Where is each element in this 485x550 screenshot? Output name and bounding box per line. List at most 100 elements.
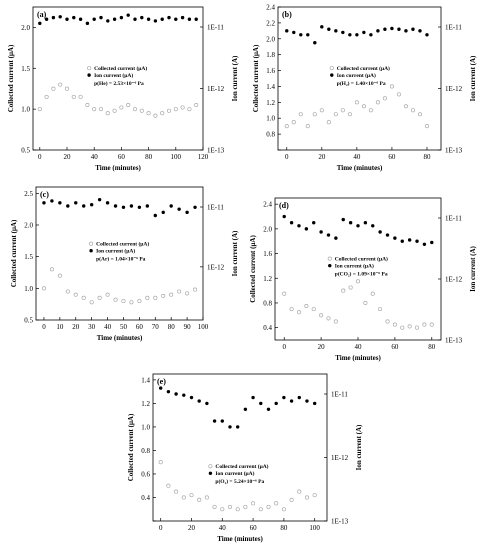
y2-tick-label: 1E-13 — [445, 337, 463, 345]
data-point-collected — [382, 96, 387, 101]
y-tick-label: 0.5 — [24, 317, 33, 325]
data-point-ion — [243, 407, 248, 411]
data-point-ion — [319, 230, 323, 234]
x-tick-label: 90 — [184, 323, 192, 331]
panel-label: (a) — [37, 10, 47, 19]
y2-tick-label: 1E-12 — [445, 85, 463, 93]
data-point-collected — [85, 103, 90, 108]
y2-tick-label: 1E-11 — [207, 24, 224, 32]
x-tick-label: 20 — [318, 343, 326, 351]
legend-marker — [87, 66, 92, 71]
plot-frame — [32, 6, 204, 151]
data-point-ion — [289, 220, 294, 225]
data-point-collected — [146, 111, 151, 116]
data-point-ion — [362, 30, 366, 35]
data-point-collected — [361, 104, 366, 109]
y-tick-label: 2.0 — [263, 225, 272, 233]
legend-entry: Collected current (μA) — [335, 255, 388, 262]
data-point-collected — [258, 507, 263, 512]
data-point-ion — [66, 204, 70, 208]
data-point-ion — [411, 27, 415, 31]
data-point-collected — [126, 103, 131, 108]
x-axis-label: Time (minutes) — [217, 535, 263, 543]
y-tick-label: 1.2 — [141, 400, 150, 408]
data-point-ion — [430, 240, 434, 245]
data-point-ion — [92, 17, 96, 21]
plot-frame — [152, 373, 328, 522]
data-point-collected — [235, 507, 240, 512]
data-point-collected — [403, 104, 408, 109]
data-point-collected — [354, 100, 359, 105]
data-point-collected — [92, 107, 97, 112]
data-point-collected — [304, 495, 310, 500]
x-tick-label: 40 — [219, 524, 227, 532]
data-point-collected — [97, 295, 102, 300]
data-point-ion — [327, 27, 331, 31]
y-tick-label: 1.4 — [141, 376, 150, 384]
data-point-ion — [251, 395, 255, 400]
data-point-collected — [57, 273, 62, 278]
x-tick-label: 40 — [355, 343, 363, 351]
x-tick-label: 20 — [72, 323, 80, 331]
data-point-collected — [187, 107, 192, 112]
data-point-collected — [44, 94, 49, 99]
data-point-ion — [404, 29, 408, 33]
data-point-collected — [137, 298, 142, 304]
data-point-ion — [129, 204, 134, 208]
data-point-ion — [166, 389, 171, 394]
data-point-collected — [340, 108, 345, 113]
data-point-ion — [259, 401, 263, 406]
y2-tick-label: 1E-12 — [207, 85, 225, 93]
data-point-ion — [140, 15, 144, 20]
data-point-collected — [197, 497, 202, 502]
data-point-collected — [78, 94, 83, 99]
data-point-ion — [297, 395, 301, 400]
legend-entry: Ion current (μA) — [215, 470, 254, 477]
legend-entry: Collected current (μA) — [215, 463, 268, 470]
data-point-ion — [193, 205, 197, 209]
data-point-ion — [356, 224, 360, 228]
legend-marker — [87, 73, 91, 77]
x-axis-label: Time (minutes) — [97, 334, 143, 342]
y2-tick-label: 1E-11 — [445, 24, 462, 32]
data-point-collected — [282, 291, 287, 296]
x-tick-label: 20 — [318, 153, 326, 161]
data-point-ion — [145, 204, 150, 208]
legend-entry: Ion current (μA) — [94, 72, 133, 79]
y-tick-label: 1.2 — [266, 99, 275, 107]
data-point-collected — [212, 504, 217, 509]
data-point-ion — [78, 17, 83, 21]
data-point-collected — [348, 285, 353, 290]
data-point-collected — [37, 107, 42, 112]
x-tick-label: 60 — [391, 343, 399, 351]
y2-axis-label: Ion current (A) — [355, 424, 363, 470]
data-point-ion — [285, 29, 289, 33]
y2-axis-label: Ion current (A) — [231, 230, 239, 276]
data-point-collected — [189, 493, 194, 498]
data-point-collected — [81, 295, 86, 300]
panel-label: (d) — [279, 201, 289, 210]
data-point-ion — [161, 210, 165, 215]
data-point-collected — [227, 504, 233, 509]
data-point-ion — [65, 17, 69, 21]
pressure-annotation: p(H₂) = 1.40×10⁻⁶ Pa — [337, 80, 386, 87]
data-point-ion — [85, 21, 90, 26]
y-tick-label: 0.5 — [21, 147, 30, 155]
chart-panel-3: 0 20 40 60 80 0.4 0.8 1.2 1.6 2.0 2.4 1E-11 1E-12 1E-… — [249, 197, 477, 362]
panel-label: (b) — [282, 10, 292, 19]
data-point-collected — [410, 108, 416, 113]
data-point-collected — [312, 112, 317, 117]
data-point-ion — [363, 220, 368, 225]
data-point-ion — [341, 217, 345, 222]
x-tick-label: 0 — [38, 153, 42, 161]
x-tick-label: 40 — [104, 323, 112, 331]
data-point-collected — [132, 107, 138, 112]
data-point-ion — [282, 214, 286, 219]
y-tick-label: 1.6 — [263, 250, 272, 258]
data-point-ion — [105, 201, 110, 205]
y-tick-label: 0.4 — [141, 494, 150, 502]
data-point-collected — [429, 322, 434, 327]
data-point-ion — [407, 238, 412, 242]
data-point-collected — [194, 103, 199, 108]
data-point-collected — [121, 298, 126, 304]
